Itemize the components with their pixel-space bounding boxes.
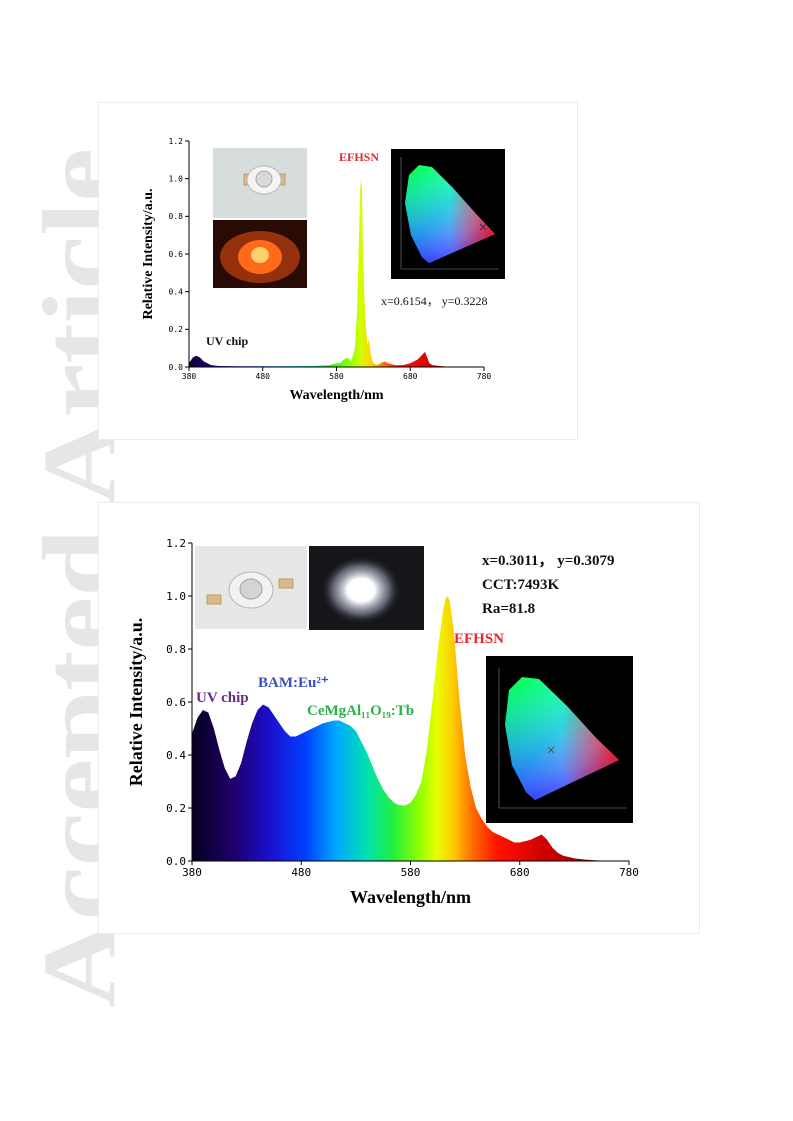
x-tick-label: 480	[291, 866, 311, 879]
x-tick-label: 780	[477, 372, 492, 381]
y-tick-label: 0.6	[166, 696, 186, 709]
cie-point-marker	[479, 223, 487, 231]
info-cie-coordinates: x=0.3011， y=0.3079	[482, 553, 615, 569]
y-tick-label: 0.4	[166, 749, 186, 762]
x-tick-label: 680	[510, 866, 530, 879]
annotation-efhsn: EFHSN	[454, 631, 504, 647]
led-glowing-white-photo	[309, 546, 424, 630]
x-tick-label: 380	[182, 372, 197, 381]
y-tick-label: 0.0	[166, 855, 186, 868]
spectrum-chart-bottom: 0.0 0.2 0.4 0.6 0.8 1.0 1.2 380 480 580 680 780 Wave…	[126, 537, 639, 907]
x-tick-label: 380	[182, 866, 202, 879]
y-tick-label: 0.2	[169, 325, 184, 334]
y-axis-label: Relative Intensity/a.u.	[141, 188, 156, 319]
plot-area: 0.0 0.2 0.4 0.6 0.8 1.0 1.2 380 480 580 680 780 Wave…	[141, 137, 491, 403]
annotation-efhsn: EFHSN	[339, 150, 379, 164]
led-glowing-red-photo	[213, 220, 307, 288]
x-tick-label: 680	[403, 372, 418, 381]
spectrum-area	[192, 596, 629, 861]
y-tick-label: 0.8	[166, 643, 186, 656]
led-chip-photo	[213, 148, 307, 218]
x-axis-label: Wavelength/nm	[350, 887, 471, 907]
chart-panel-bottom: 0.0 0.2 0.4 0.6 0.8 1.0 1.2 380 480 580 680 780 Wave…	[98, 502, 700, 934]
annotation-uv-chip: UV chip	[196, 690, 249, 706]
x-tick-label: 480	[256, 372, 271, 381]
annotation-cemgal-tb: CeMgAl₁₁O₁₉:Tb	[307, 703, 414, 719]
spectrum-chart-top: 0.0 0.2 0.4 0.6 0.8 1.0 1.2 380 480 580 680 780 Wave…	[141, 137, 505, 403]
cie-chromaticity-diagram	[391, 149, 505, 279]
y-axis-label: Relative Intensity/a.u.	[126, 618, 146, 787]
y-tick-label: 0.0	[169, 363, 184, 372]
y-tick-label: 1.2	[169, 137, 184, 146]
annotation-bam-eu: BAM:Eu²⁺	[258, 675, 329, 691]
y-tick-label: 0.8	[169, 212, 184, 221]
annotation-cie-coordinates: x=0.6154， y=0.3228	[381, 294, 488, 308]
y-tick-label: 0.6	[169, 250, 184, 259]
info-cct: CCT:7493K	[482, 577, 560, 593]
y-tick-label: 0.4	[169, 287, 184, 296]
cie-point-marker	[547, 746, 555, 754]
y-tick-label: 1.0	[169, 174, 184, 183]
y-tick-label: 1.0	[166, 590, 186, 603]
annotation-uv-chip: UV chip	[206, 334, 248, 348]
x-axis-label: Wavelength/nm	[289, 388, 383, 403]
x-tick-label: 580	[329, 372, 344, 381]
y-tick-label: 1.2	[166, 537, 186, 550]
cie-chromaticity-diagram	[486, 656, 633, 823]
x-tick-label: 580	[401, 866, 421, 879]
x-tick-label: 780	[619, 866, 639, 879]
led-chip-photo	[195, 546, 307, 629]
y-tick-label: 0.2	[166, 802, 186, 815]
plot-area: 0.0 0.2 0.4 0.6 0.8 1.0 1.2 380 480 580 680 780 Wave…	[126, 537, 639, 907]
info-ra: Ra=81.8	[482, 601, 535, 617]
chart-panel-top: 0.0 0.2 0.4 0.6 0.8 1.0 1.2 380 480 580 680 780 Wave…	[98, 102, 578, 440]
